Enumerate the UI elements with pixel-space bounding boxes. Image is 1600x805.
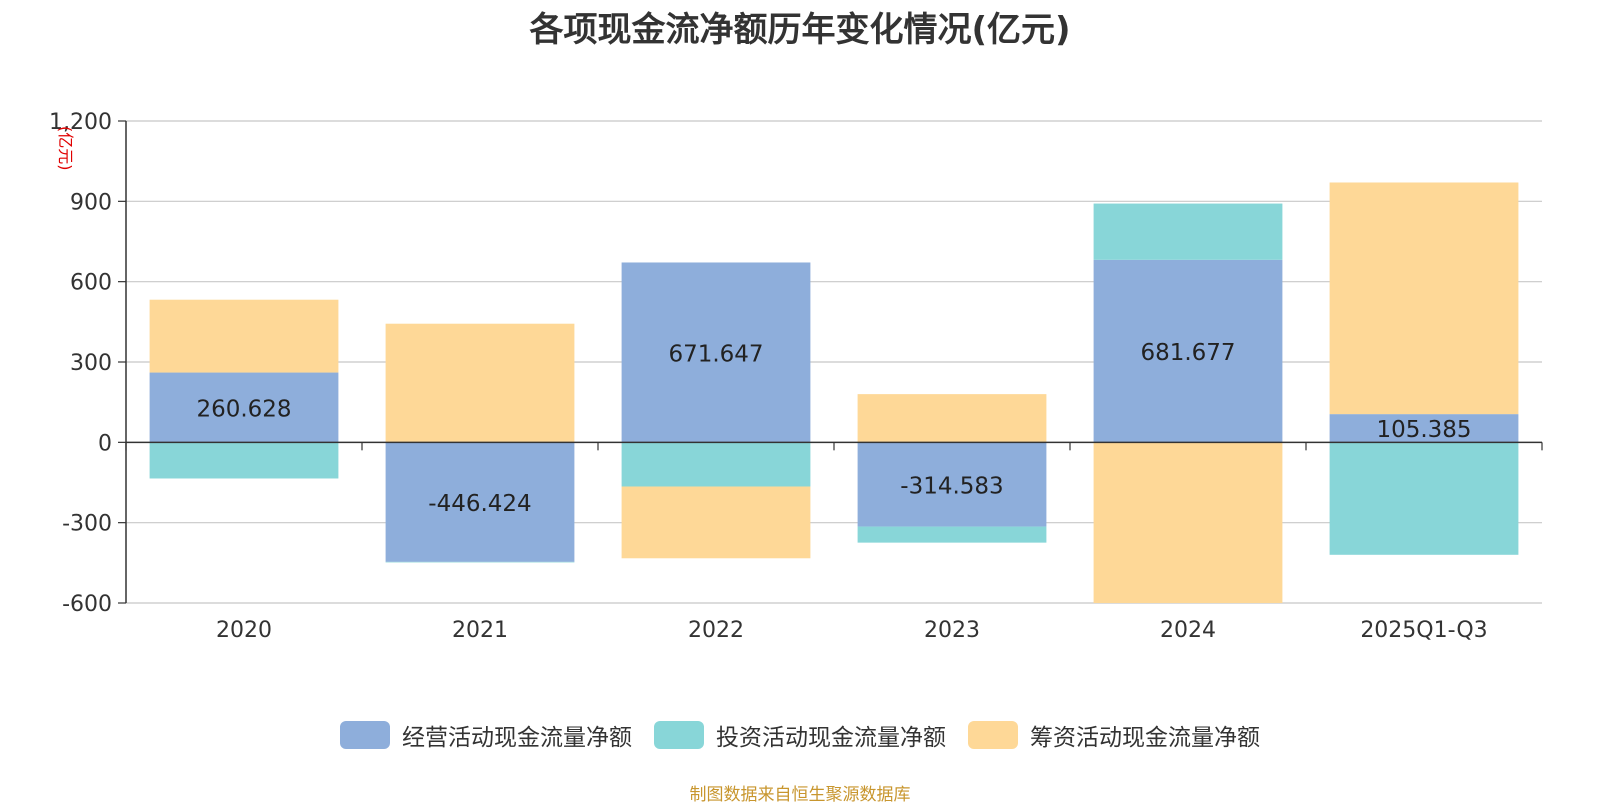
bar-2023-series-1 [857,526,1047,543]
data-label-2024: 681.677 [1140,340,1235,366]
legend-label-operating: 经营活动现金流量净额 [402,725,632,751]
bar-2025Q1-Q3-series-1 [1329,442,1519,555]
y-tick-label-900: 900 [70,190,112,215]
x-tick-label-2021: 2021 [452,618,508,643]
data-label-2023: -314.583 [900,473,1003,499]
chart-title: 各项现金流净额历年变化情况(亿元) [529,10,1071,50]
bar-2023-series-2 [857,394,1047,443]
bar-2025Q1-Q3-series-0 [1329,414,1519,443]
data-label-2021: -446.424 [428,491,531,517]
bar-2020-series-0 [149,372,339,443]
legend: 经营活动现金流量净额 投资活动现金流量净额 筹资活动现金流量净额 [0,718,1600,752]
data-label-2020: 260.628 [196,396,291,422]
x-tick-label-2024: 2024 [1160,618,1216,643]
x-tick-label-2022: 2022 [688,618,744,643]
legend-swatch-investing [654,721,704,749]
legend-item-financing[interactable]: 筹资活动现金流量净额 [968,718,1260,752]
legend-item-operating[interactable]: 经营活动现金流量净额 [340,718,632,752]
data-label-2025Q1-Q3: 105.385 [1376,417,1471,443]
bar-2022-series-2 [621,486,811,559]
bar-2022-series-1 [621,442,811,487]
grid-lines [126,120,1542,604]
y-axis-unit-label: (亿元) [56,126,75,171]
x-tick-label-2023: 2023 [924,618,980,643]
y-tick-label--300: -300 [62,512,112,537]
y-tick-label-600: 600 [70,271,112,296]
x-tick-label-2025Q1-Q3: 2025Q1-Q3 [1360,618,1487,643]
data-label-2022: 671.647 [668,341,763,367]
data-labels: 260.628 -446.424 671.647 -314.583 681.677 105… [196,340,1471,517]
legend-swatch-operating [340,721,390,749]
bar-2024-series-0 [1093,259,1283,443]
bar-2020-series-1 [149,442,339,479]
x-tick-label-2020: 2020 [216,618,272,643]
legend-item-investing[interactable]: 投资活动现金流量净额 [654,718,946,752]
source-note: 制图数据来自恒生聚源数据库 [689,785,911,805]
y-tick-label-0: 0 [98,431,112,456]
bar-2021-series-1 [385,561,575,563]
bar-2021-series-0 [385,442,575,562]
bar-2025Q1-Q3-series-2 [1329,182,1519,415]
bar-2020-series-2 [149,299,339,373]
legend-label-investing: 投资活动现金流量净额 [716,725,946,751]
bar-2024-series-1 [1093,203,1283,260]
bar-2024-series-2 [1093,442,1283,603]
bar-2021-series-2 [385,323,575,443]
bar-2023-series-0 [857,442,1047,527]
y-tick-label--600: -600 [62,592,112,617]
bars [149,182,1519,603]
legend-label-financing: 筹资活动现金流量净额 [1030,725,1260,751]
legend-swatch-financing [968,721,1018,749]
y-tick-label-1200: 1,200 [49,110,112,135]
bar-2022-series-0 [621,262,811,443]
y-tick-label-300: 300 [70,351,112,376]
axes: -600 -300 0 300 600 900 1,200 2020 2021 2022 2023 2… [49,110,1543,643]
